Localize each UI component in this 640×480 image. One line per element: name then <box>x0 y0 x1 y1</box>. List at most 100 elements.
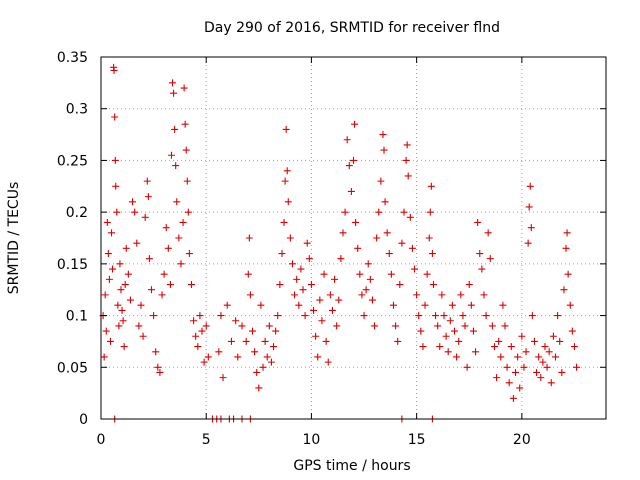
data-point <box>402 156 410 164</box>
data-point <box>120 343 128 351</box>
data-point <box>564 270 572 278</box>
data-point <box>124 270 132 278</box>
data-point <box>158 291 166 299</box>
data-point <box>185 250 193 258</box>
data-point <box>358 291 366 299</box>
data-point <box>507 343 515 351</box>
data-point <box>242 337 250 345</box>
data-point <box>219 374 227 382</box>
data-point <box>438 291 446 299</box>
y-tick-label: 0.25 <box>57 153 88 169</box>
data-point <box>314 353 322 361</box>
data-point <box>451 327 458 335</box>
data-point <box>404 172 412 180</box>
data-point <box>377 177 385 185</box>
data-point <box>114 301 122 309</box>
axis-ticks <box>100 56 606 420</box>
data-point <box>350 156 357 164</box>
data-point <box>223 301 231 309</box>
data-point <box>270 343 278 351</box>
data-point <box>113 208 121 216</box>
data-point <box>244 270 252 278</box>
data-point <box>525 203 533 211</box>
data-point <box>333 322 341 330</box>
data-point <box>259 363 267 371</box>
data-point <box>373 234 381 242</box>
data-point <box>160 270 168 278</box>
data-point <box>552 353 559 361</box>
data-point <box>295 301 303 309</box>
data-point <box>486 255 494 263</box>
data-point <box>516 384 524 392</box>
data-point <box>526 182 534 190</box>
data-point <box>518 332 526 340</box>
data-point <box>380 146 388 154</box>
x-tick-label: 15 <box>408 432 426 448</box>
data-point <box>143 177 151 185</box>
data-point <box>103 218 111 226</box>
data-point <box>448 301 456 309</box>
x-tick-label: 5 <box>202 432 211 448</box>
data-point <box>436 343 444 351</box>
data-point <box>198 327 206 335</box>
data-point <box>459 312 467 320</box>
data-point <box>167 151 175 159</box>
data-point <box>408 244 416 252</box>
data-point <box>272 327 280 335</box>
data-point <box>276 281 284 289</box>
data-point <box>415 312 423 320</box>
data-point <box>354 244 362 252</box>
data-point <box>488 322 496 330</box>
data-point <box>156 368 164 376</box>
data-point <box>121 281 129 289</box>
data-point <box>227 337 235 345</box>
data-point <box>337 255 345 263</box>
data-point <box>528 312 536 320</box>
data-point <box>413 291 421 299</box>
data-point <box>175 234 183 242</box>
data-point <box>192 332 200 340</box>
data-point <box>562 244 570 252</box>
data-point <box>251 348 259 356</box>
plot-frame <box>100 56 607 420</box>
data-point <box>144 193 152 201</box>
data-point <box>126 296 134 304</box>
data-point <box>524 239 532 247</box>
data-point <box>106 337 114 345</box>
data-point <box>543 363 551 371</box>
data-point <box>288 260 296 268</box>
x-axis-label: GPS time / hours <box>293 458 410 474</box>
data-point <box>173 198 181 206</box>
data-point <box>278 250 286 258</box>
grid-lines <box>101 57 606 419</box>
data-point <box>375 208 383 216</box>
data-point <box>461 322 469 330</box>
data-point <box>476 250 484 258</box>
data-point <box>111 156 119 164</box>
data-point <box>170 89 178 97</box>
data-point <box>472 348 480 356</box>
data-point <box>110 66 118 74</box>
data-point <box>527 224 535 232</box>
data-point <box>533 368 541 376</box>
data-point <box>387 270 395 278</box>
data-point <box>253 368 261 376</box>
data-point <box>169 79 177 87</box>
data-point <box>293 275 301 283</box>
data-point <box>263 353 271 361</box>
data-point <box>467 301 475 309</box>
data-point <box>164 244 172 252</box>
data-point <box>453 353 461 361</box>
y-tick-label: 0.05 <box>57 360 88 376</box>
data-point <box>385 250 393 258</box>
data-point <box>366 275 374 283</box>
data-point <box>187 281 195 289</box>
data-point <box>426 208 434 216</box>
y-tick-label: 0.15 <box>57 257 88 273</box>
data-point <box>307 281 315 289</box>
data-point <box>162 224 170 232</box>
data-point <box>423 270 431 278</box>
data-point <box>166 281 174 289</box>
data-point <box>141 213 149 221</box>
